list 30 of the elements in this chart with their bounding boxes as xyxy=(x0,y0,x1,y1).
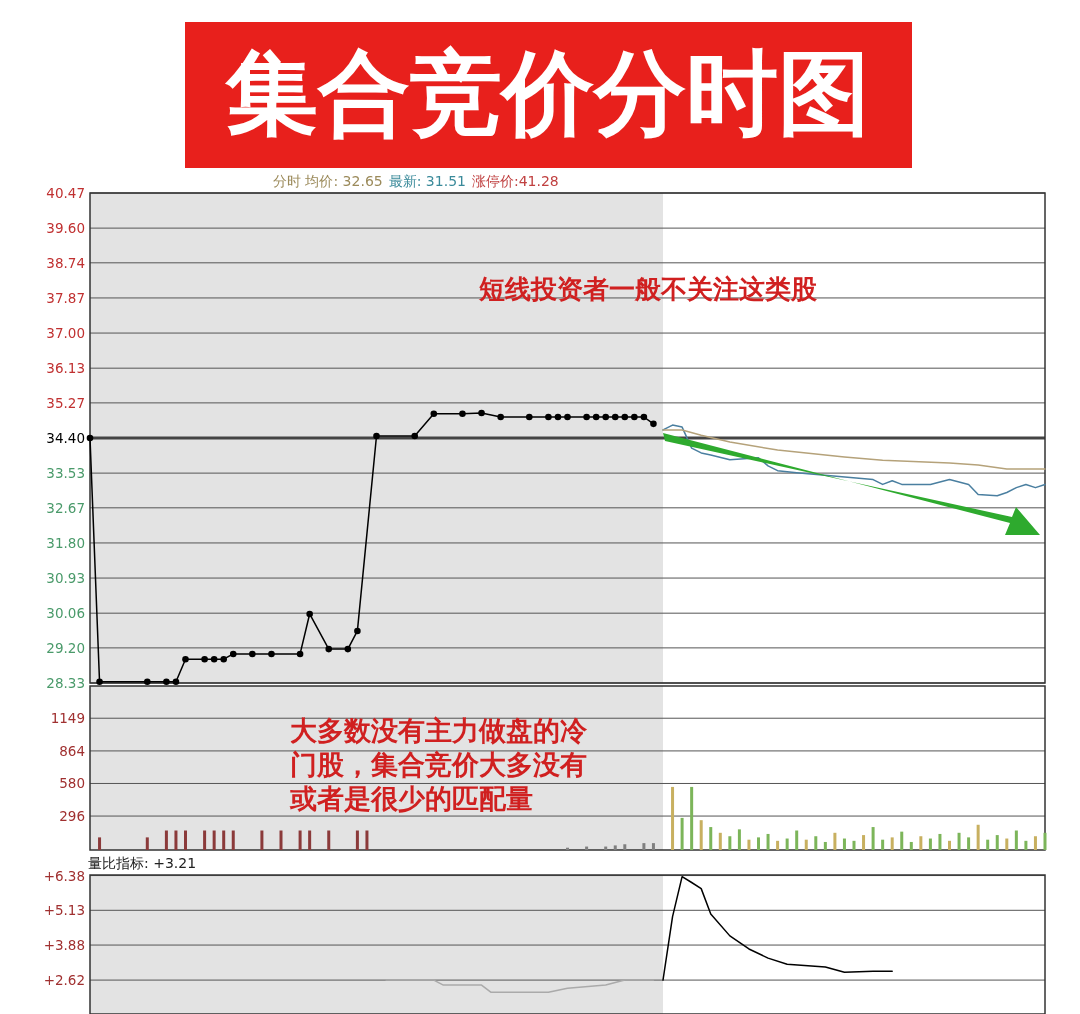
y-tick-label: 32.67 xyxy=(46,499,85,516)
y-tick-label: 30.06 xyxy=(46,605,85,622)
y-tick-label: 28.33 xyxy=(46,675,85,691)
y-tick-label: 36.13 xyxy=(46,360,85,377)
y-tick-label: 296 xyxy=(59,808,85,825)
y-tick-label: 580 xyxy=(59,775,85,792)
y-tick-label: 37.00 xyxy=(46,325,85,342)
y-tick-label: +2.62 xyxy=(43,972,85,989)
y-tick-label: +3.88 xyxy=(43,937,85,954)
y-tick-label: 864 xyxy=(59,742,85,759)
y-tick-label: 34.40 xyxy=(46,430,85,446)
y-tick-label: 40.47 xyxy=(46,185,85,201)
y-tick-label: +5.13 xyxy=(43,902,85,919)
y-tick-label: 30.93 xyxy=(46,570,85,587)
y-tick-label: 31.80 xyxy=(46,534,85,551)
text: 最新: 31.51 xyxy=(388,173,466,189)
y-tick-label: 29.20 xyxy=(46,639,85,656)
y-tick-label: 39.60 xyxy=(46,220,85,237)
y-tick-label: 1149 xyxy=(50,710,85,727)
chart-title: 量比指标: +3.21 xyxy=(88,855,197,871)
annotation: 短线投资者一般不关注这类股 xyxy=(478,274,818,304)
annotation: 大多数没有主力做盘的冷门股，集合竞价大多没有或者是很少的匹配量 xyxy=(289,715,588,814)
y-tick-label: 33.53 xyxy=(46,465,85,482)
y-tick-label: 37.87 xyxy=(46,289,85,306)
y-tick-label: +6.38 xyxy=(43,867,85,884)
y-tick-label: 35.27 xyxy=(46,394,85,411)
y-tick-label: 38.74 xyxy=(46,254,85,271)
text: 涨停价:41.28 xyxy=(471,173,559,189)
text: 分时 均价: 32.65 xyxy=(273,173,383,189)
chart-title: 集合竞价分时图 xyxy=(224,40,870,147)
